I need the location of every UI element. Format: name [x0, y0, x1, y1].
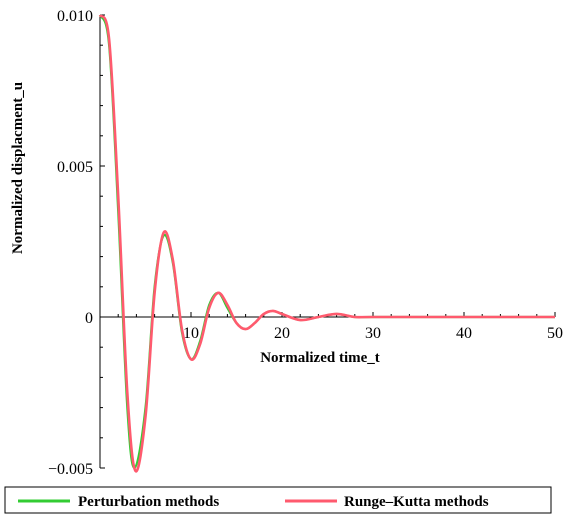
series-layer [98, 14, 555, 473]
axes: 10 20 30 40 50 −0.005 0 0.005 0.010 [48, 8, 563, 478]
x-tick-label: 10 [183, 325, 199, 342]
x-tick-label: 40 [456, 325, 472, 342]
legend-box [4, 486, 552, 514]
y-tick-label: −0.005 [48, 461, 93, 478]
x-tick-label: 20 [274, 325, 290, 342]
y-tick-label: 0.010 [57, 8, 93, 25]
legend: Perturbation methods Runge–Kutta methods [4, 486, 552, 514]
legend-label-perturbation: Perturbation methods [78, 494, 219, 510]
x-tick-label: 30 [365, 325, 381, 342]
series-line-1 [98, 14, 555, 473]
y-axis-label: Normalized displacment_u [10, 82, 26, 254]
y-tick-label: 0 [85, 310, 93, 327]
y-tick-label: 0.005 [57, 159, 93, 176]
labels-layer: Normalized time_t Normalized displacment… [10, 82, 380, 366]
x-tick-label: 50 [547, 325, 563, 342]
x-axis-label: Normalized time_t [260, 350, 380, 366]
legend-label-runge-kutta: Runge–Kutta methods [344, 494, 489, 510]
